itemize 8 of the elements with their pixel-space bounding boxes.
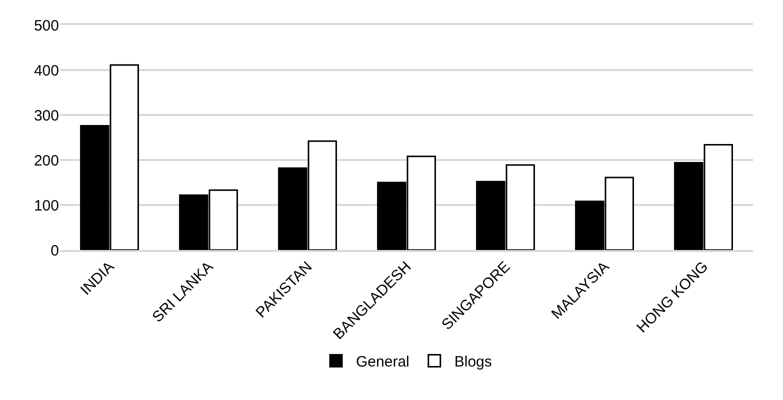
y-tick-label: 500 xyxy=(34,17,59,34)
legend-label: Blogs xyxy=(454,354,492,371)
legend-label: General xyxy=(356,354,410,371)
y-tick-label: 300 xyxy=(34,107,59,124)
y-tick-label: 400 xyxy=(34,62,59,80)
y-tick-label: 100 xyxy=(34,197,59,214)
y-tick-label: 200 xyxy=(34,152,59,170)
y-tick-label: 0 xyxy=(50,242,59,260)
